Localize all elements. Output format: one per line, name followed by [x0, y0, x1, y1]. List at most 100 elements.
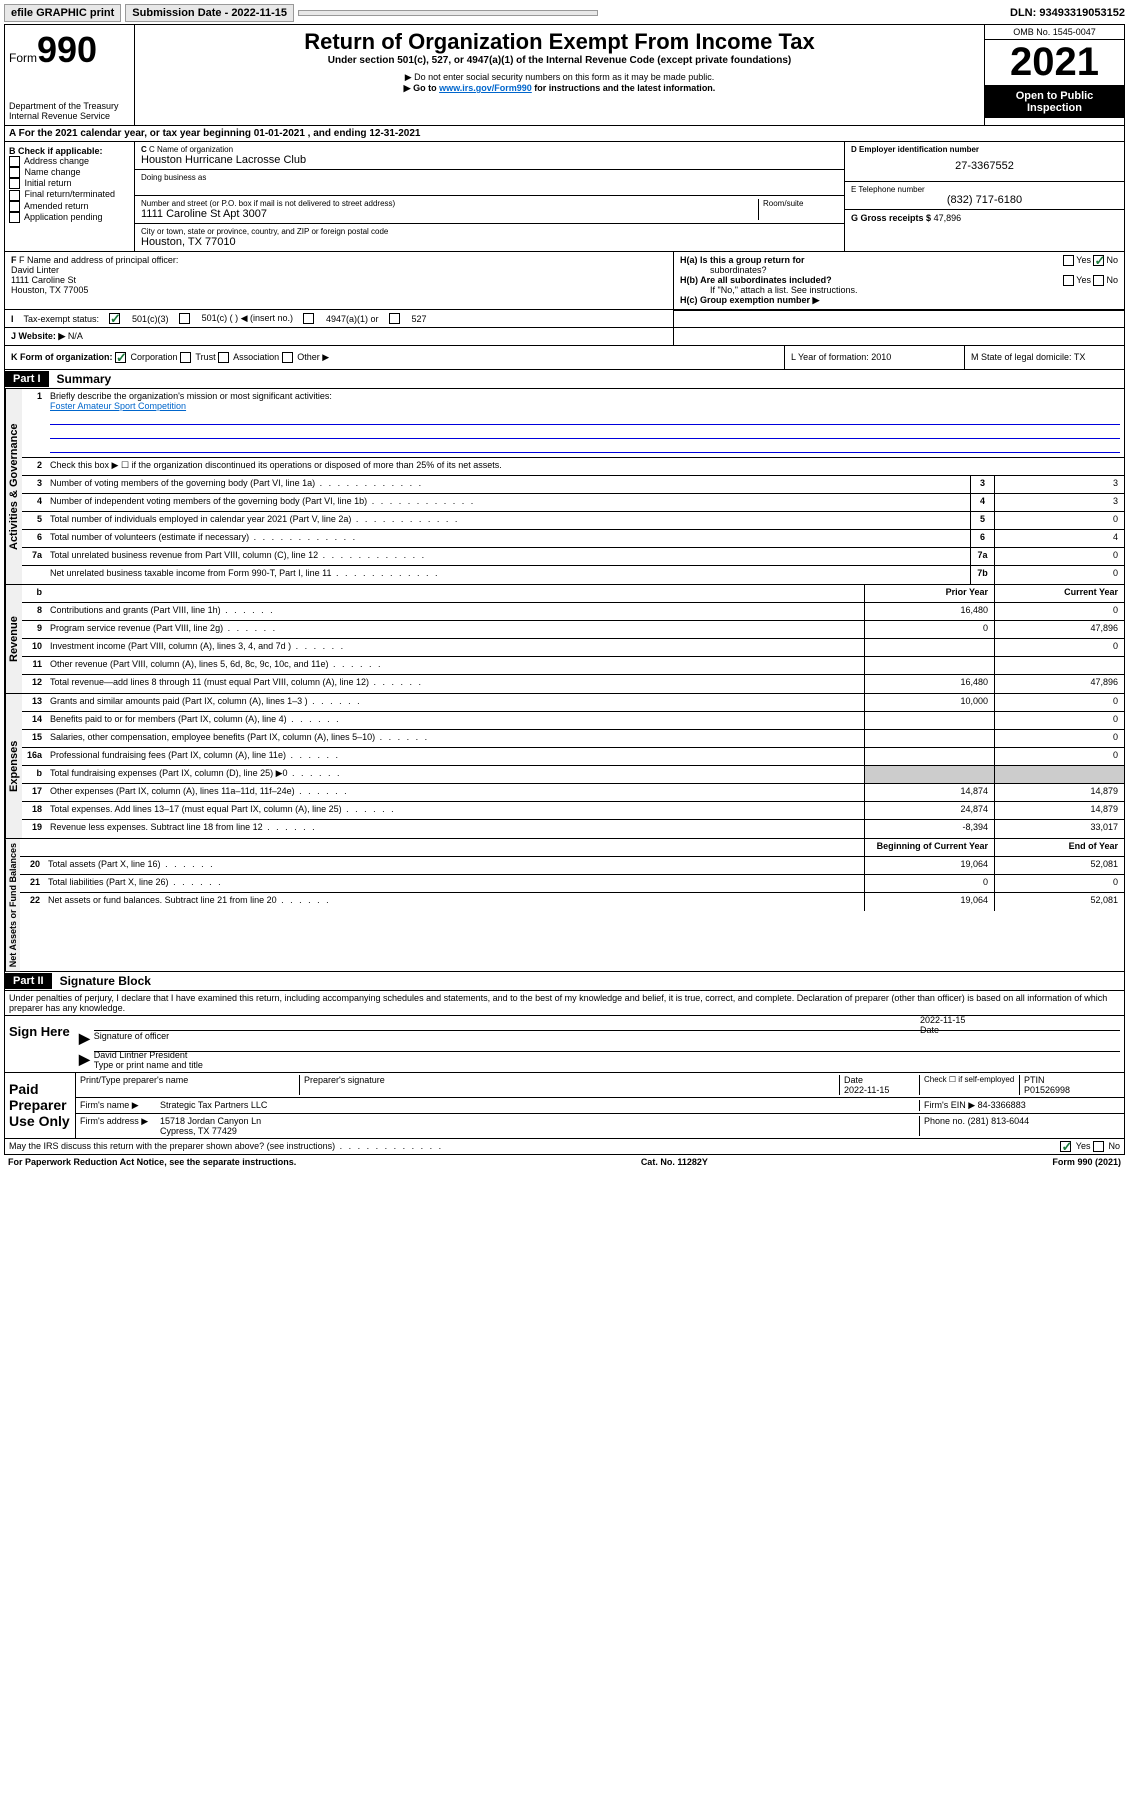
firm-ein-label: Firm's EIN ▶ — [924, 1100, 975, 1110]
sign-date: 2022-11-15 — [920, 1015, 1120, 1025]
may-irs: May the IRS discuss this return with the… — [4, 1139, 1125, 1155]
4947-check[interactable] — [303, 313, 314, 324]
table-row: 21Total liabilities (Part X, line 26)00 — [20, 875, 1124, 893]
netassets-block: Net Assets or Fund Balances Beginning of… — [4, 839, 1125, 972]
dln: DLN: 93493319053152 — [1010, 7, 1125, 19]
expenses-block: Expenses 13Grants and similar amounts pa… — [4, 694, 1125, 839]
officer-addr: 1111 Caroline St — [11, 275, 76, 285]
prep-date-label: Date — [844, 1075, 863, 1085]
form990-link[interactable]: www.irs.gov/Form990 — [439, 83, 532, 93]
prep-check: Check ☐ if self-employed — [920, 1075, 1020, 1095]
firm-phone-label: Phone no. — [924, 1116, 965, 1126]
end-year-header: End of Year — [994, 839, 1124, 856]
note2: ▶ Go to www.irs.gov/Form990 for instruct… — [139, 83, 980, 94]
table-row: 4Number of independent voting members of… — [22, 494, 1124, 512]
dept: Department of the Treasury — [9, 101, 130, 111]
inspection: Open to Public Inspection — [985, 86, 1124, 118]
checkbox[interactable] — [9, 212, 20, 223]
irs: Internal Revenue Service — [9, 111, 130, 121]
form-ref: Form 990 (2021) — [1052, 1157, 1121, 1167]
check-item: Final return/terminated — [9, 189, 130, 200]
hc: H(c) Group exemption number ▶ — [680, 295, 1118, 306]
sig-officer-label: Signature of officer — [94, 1031, 169, 1041]
yes-check[interactable] — [1060, 1141, 1071, 1152]
form-label: Form990 — [9, 29, 130, 71]
assoc-check[interactable] — [218, 352, 229, 363]
table-row: 19Revenue less expenses. Subtract line 1… — [22, 820, 1124, 838]
checkbox[interactable] — [9, 190, 20, 201]
trust-check[interactable] — [180, 352, 191, 363]
form-header: Form990 Department of the Treasury Inter… — [4, 24, 1125, 126]
table-row: 10Investment income (Part VIII, column (… — [22, 639, 1124, 657]
sign-block: Sign Here ▶ Signature of officer 2022-11… — [4, 1016, 1125, 1073]
table-row: 12Total revenue—add lines 8 through 11 (… — [22, 675, 1124, 693]
footer: For Paperwork Reduction Act Notice, see … — [4, 1155, 1125, 1169]
checkbox[interactable] — [9, 167, 20, 178]
table-row: 5Total number of individuals employed in… — [22, 512, 1124, 530]
row-j: J Website: ▶ N/A — [4, 328, 1125, 346]
other-check[interactable] — [282, 352, 293, 363]
501c-check[interactable] — [179, 313, 190, 324]
table-row: 15Salaries, other compensation, employee… — [22, 730, 1124, 748]
netassets-label: Net Assets or Fund Balances — [5, 839, 20, 971]
signer-name-label: Type or print name and title — [94, 1060, 203, 1070]
checkbox[interactable] — [9, 156, 20, 167]
revenue-block: Revenue b Prior Year Current Year 8Contr… — [4, 585, 1125, 694]
revenue-label: Revenue — [5, 585, 22, 693]
city: Houston, TX 77010 — [141, 236, 838, 248]
website: N/A — [68, 331, 83, 341]
501c3-check[interactable] — [109, 313, 120, 324]
check-item: Initial return — [9, 178, 130, 189]
begin-year-header: Beginning of Current Year — [864, 839, 994, 856]
checkbox[interactable] — [9, 178, 20, 189]
top-bar: efile GRAPHIC print Submission Date - 20… — [4, 4, 1125, 22]
hb-note: If "No," attach a list. See instructions… — [680, 285, 1118, 295]
preparer-block: Paid Preparer Use Only Print/Type prepar… — [4, 1073, 1125, 1139]
part2-header: Part II Signature Block — [4, 972, 1125, 991]
table-row: 3Number of voting members of the governi… — [22, 476, 1124, 494]
ein: 27-3367552 — [851, 154, 1118, 178]
table-row: 13Grants and similar amounts paid (Part … — [22, 694, 1124, 712]
table-row: 8Contributions and grants (Part VIII, li… — [22, 603, 1124, 621]
table-row: 18Total expenses. Add lines 13–17 (must … — [22, 802, 1124, 820]
table-row: 14Benefits paid to or for members (Part … — [22, 712, 1124, 730]
ein-label: D Employer identification number — [851, 145, 1118, 154]
hb: H(b) Are all subordinates included? Yes … — [680, 275, 1118, 285]
line1-desc: Briefly describe the organization's miss… — [50, 391, 332, 401]
firm-addr: 15718 Jordan Canyon Ln — [160, 1116, 261, 1126]
check-item: Name change — [9, 167, 130, 178]
blank-btn — [298, 10, 598, 16]
ha-sub: subordinates? — [680, 265, 1118, 275]
preparer-label: Paid Preparer Use Only — [5, 1073, 75, 1138]
gross-label: G Gross receipts $ — [851, 213, 931, 223]
arrow-icon: ▶ — [79, 1051, 90, 1070]
section-a: A For the 2021 calendar year, or tax yea… — [4, 126, 1125, 142]
org-name: Houston Hurricane Lacrosse Club — [141, 154, 838, 166]
governance-block: Activities & Governance 1 Briefly descri… — [4, 389, 1125, 585]
officer-name: David Linter — [11, 265, 59, 275]
ptin: P01526998 — [1024, 1085, 1070, 1095]
efile-btn[interactable]: efile GRAPHIC print — [4, 4, 121, 22]
officer-label: F Name and address of principal officer: — [19, 255, 178, 265]
prior-year-header: Prior Year — [864, 585, 994, 602]
checkbox[interactable] — [9, 201, 20, 212]
row-f-h: F F Name and address of principal office… — [4, 252, 1125, 310]
table-row: 9Program service revenue (Part VIII, lin… — [22, 621, 1124, 639]
firm-label: Firm's name ▶ — [80, 1100, 160, 1111]
table-row: Net unrelated business taxable income fr… — [22, 566, 1124, 584]
no-check[interactable] — [1093, 1141, 1104, 1152]
form-subtitle: Under section 501(c), 527, or 4947(a)(1)… — [139, 55, 980, 66]
527-check[interactable] — [389, 313, 400, 324]
omb: OMB No. 1545-0047 — [985, 25, 1124, 40]
org-name-label: C C Name of organization — [141, 145, 838, 154]
mission: Foster Amateur Sport Competition — [50, 401, 186, 411]
corp-check[interactable] — [115, 352, 126, 363]
submission-btn[interactable]: Submission Date - 2022-11-15 — [125, 4, 294, 22]
room-label: Room/suite — [763, 199, 838, 208]
firm-ein: 84-3366883 — [978, 1100, 1026, 1110]
cat-no: Cat. No. 11282Y — [641, 1157, 708, 1167]
current-year-header: Current Year — [994, 585, 1124, 602]
penalties: Under penalties of perjury, I declare th… — [4, 991, 1125, 1016]
form-title: Return of Organization Exempt From Incom… — [139, 29, 980, 55]
table-row: 17Other expenses (Part IX, column (A), l… — [22, 784, 1124, 802]
